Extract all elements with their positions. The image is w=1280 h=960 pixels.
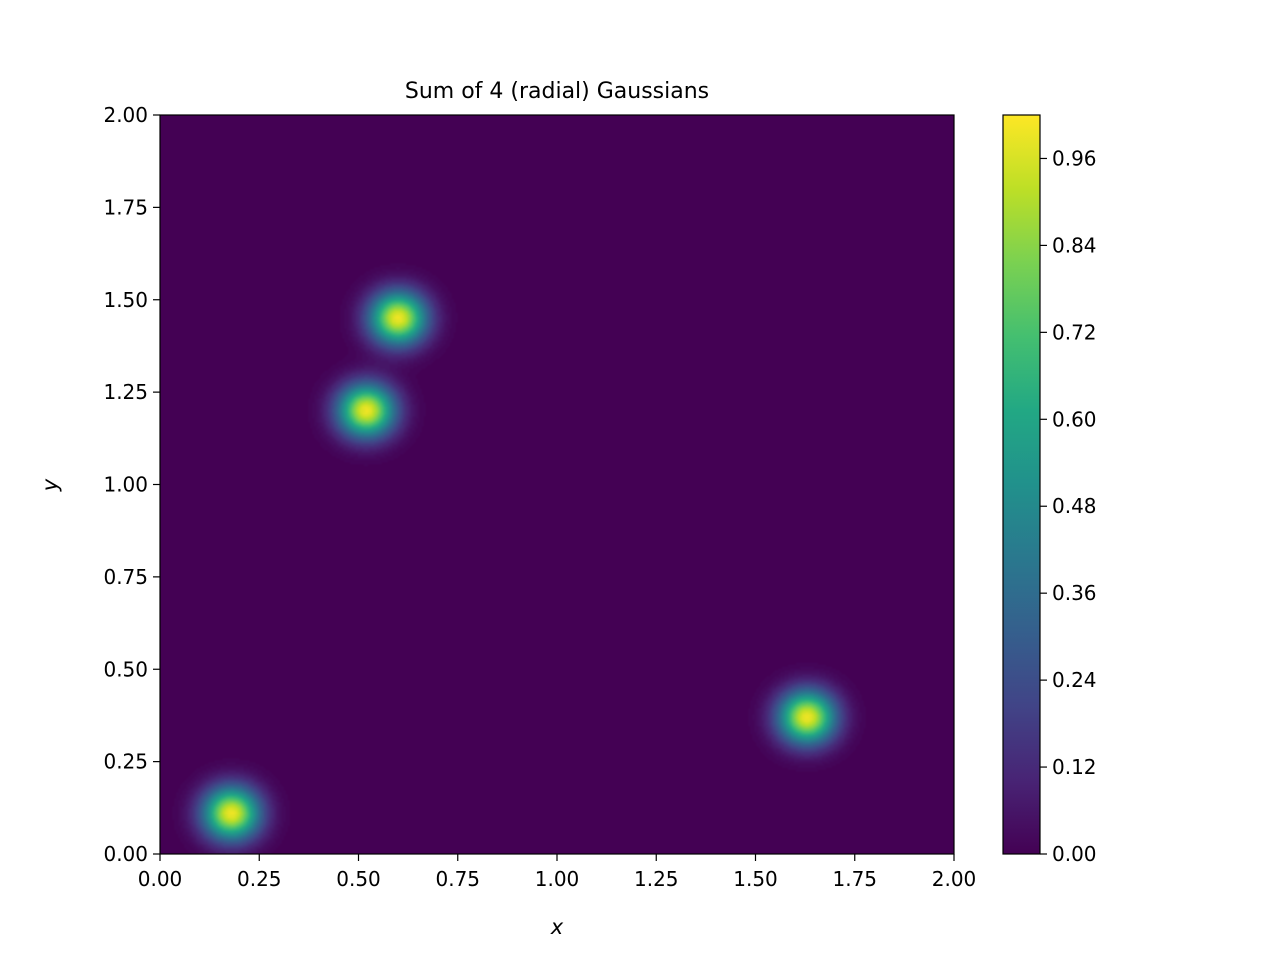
x-tick-label: 0.75 — [435, 867, 480, 891]
colorbar-ticks: 0.00 0.12 0.24 0.36 0.48 0.60 0.72 0.84 0.96 — [1040, 146, 1097, 866]
y-tick-label: 0.25 — [103, 750, 148, 774]
colorbar-tick-label: 0.00 — [1052, 842, 1097, 866]
x-tick-label: 1.00 — [535, 867, 580, 891]
y-tick-label: 2.00 — [103, 103, 148, 127]
x-tick-label: 0.00 — [138, 867, 183, 891]
chart-title: Sum of 4 (radial) Gaussians — [405, 79, 709, 104]
y-axis-ticks: 0.00 0.25 0.50 0.75 1.00 1.25 1.50 1.75 2.00 — [103, 103, 160, 866]
colorbar-tick-label: 0.96 — [1052, 146, 1097, 170]
x-axis-ticks: 0.00 0.25 0.50 0.75 1.00 1.25 1.50 1.75 2.00 — [138, 854, 977, 891]
colorbar-tick-label: 0.84 — [1052, 233, 1097, 257]
colorbar-gradient — [1002, 114, 1041, 855]
colorbar-tick-label: 0.24 — [1052, 668, 1097, 692]
x-tick-label: 2.00 — [932, 867, 977, 891]
colorbar-tick-label: 0.48 — [1052, 494, 1097, 518]
colorbar-tick-label: 0.60 — [1052, 407, 1097, 431]
x-tick-label: 1.50 — [733, 867, 778, 891]
y-axis-label: y — [38, 478, 62, 492]
colorbar-tick-label: 0.12 — [1052, 755, 1097, 779]
y-tick-label: 1.25 — [103, 380, 148, 404]
x-tick-label: 0.25 — [237, 867, 282, 891]
x-axis-label: x — [550, 915, 564, 939]
y-tick-label: 0.00 — [103, 842, 148, 866]
y-tick-label: 1.75 — [103, 195, 148, 219]
y-tick-label: 0.50 — [103, 657, 148, 681]
colorbar: 0.00 0.12 0.24 0.36 0.48 0.60 0.72 0.84 0.96 — [1002, 114, 1097, 866]
plot-area — [159, 114, 955, 855]
y-tick-label: 0.75 — [103, 565, 148, 589]
colorbar-tick-label: 0.72 — [1052, 320, 1097, 344]
heatmap-image — [160, 115, 954, 854]
x-tick-label: 1.25 — [634, 867, 679, 891]
x-tick-label: 0.50 — [336, 867, 381, 891]
y-tick-label: 1.00 — [103, 473, 148, 497]
y-tick-label: 1.50 — [103, 288, 148, 312]
x-tick-label: 1.75 — [832, 867, 877, 891]
colorbar-tick-label: 0.36 — [1052, 581, 1097, 605]
